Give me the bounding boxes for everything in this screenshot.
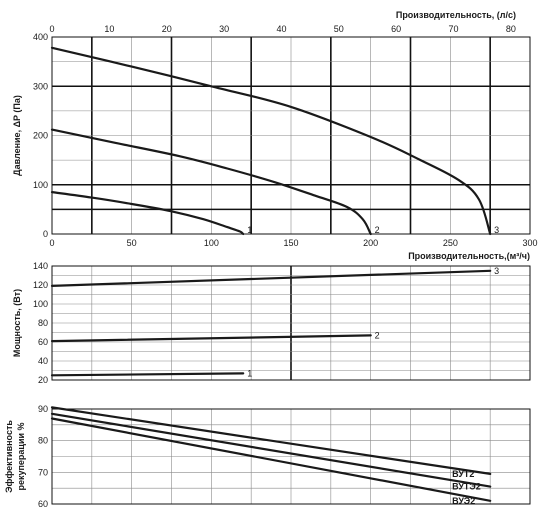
- y-tick-label: 80: [38, 318, 48, 328]
- x2-tick-label: 10: [104, 24, 114, 34]
- x-tick-label: 200: [363, 238, 378, 248]
- series-label: 1: [247, 368, 252, 378]
- y-axis-label-line-2: рекуперации %: [16, 422, 26, 490]
- x2-tick-label: 70: [449, 24, 459, 34]
- x2-axis-label: Производительность, (л/с): [396, 10, 516, 20]
- y-tick-label: 120: [33, 280, 48, 290]
- y-axis-label: Давление, ΔP (Па): [12, 95, 22, 176]
- x-tick-label: 150: [283, 238, 298, 248]
- series-line-2-1: [50, 372, 245, 377]
- series-line-1-2: [50, 128, 372, 236]
- x-tick-label: 100: [204, 238, 219, 248]
- y-tick-label: 80: [38, 436, 48, 446]
- series-label: ВУТ2: [452, 469, 474, 479]
- series-label: ВУЭ2: [452, 496, 475, 506]
- chart-panel-1: 0 100 200 300 400 Давление, ΔP (Па) 1 2 3: [12, 32, 531, 239]
- series-line-3-1: [50, 406, 492, 475]
- series-label: 2: [375, 225, 380, 235]
- y-tick-label: 400: [33, 32, 48, 42]
- y-tick-label: 300: [33, 81, 48, 91]
- y-tick-label: 40: [38, 356, 48, 366]
- series-label: 3: [494, 266, 499, 276]
- series-line-1-1: [50, 191, 245, 236]
- y-tick-label: 200: [33, 131, 48, 141]
- series-label: 1: [247, 225, 252, 235]
- x2-tick-label: 30: [219, 24, 229, 34]
- x-tick-label: 250: [443, 238, 458, 248]
- x2-tick-label: 50: [334, 24, 344, 34]
- x2-tick-label: 80: [506, 24, 516, 34]
- y-tick-label: 90: [38, 404, 48, 414]
- chart-panel-2: 20 40 60 80 100 120 140 Мощность, (Вт) 1 2 3: [12, 261, 531, 385]
- x2-tick-label: 0: [49, 24, 54, 34]
- series-label: ВУТЭ2: [452, 482, 481, 492]
- y-tick-label: 60: [38, 337, 48, 347]
- y-tick-label: 60: [38, 499, 48, 509]
- x-tick-label: 300: [522, 238, 537, 248]
- y-tick-label: 20: [38, 375, 48, 385]
- series-line-3-2: [50, 412, 492, 488]
- x-axis-label: Производительность,(м³/ч): [408, 251, 530, 261]
- series-line-2-2: [50, 334, 372, 343]
- plot-frame: [51, 36, 531, 235]
- y-tick-label: 70: [38, 467, 48, 477]
- y-tick-label: 100: [33, 299, 48, 309]
- x2-tick-label: 40: [276, 24, 286, 34]
- series-label: 2: [375, 330, 380, 340]
- x-tick-label: 50: [127, 238, 137, 248]
- series-line-3-3: [50, 417, 492, 502]
- plot-frame: [51, 265, 531, 381]
- series-line-2-3: [50, 269, 492, 287]
- series-line-1-3: [50, 46, 492, 236]
- y-tick-label: 140: [33, 261, 48, 271]
- y-tick-label: 0: [43, 229, 48, 239]
- x-tick-label: 0: [49, 238, 54, 248]
- plot-frame: [51, 408, 531, 505]
- series-label: 3: [494, 225, 499, 235]
- x2-tick-label: 20: [162, 24, 172, 34]
- y-axis-label-line-1: Эффективность: [4, 420, 14, 493]
- y-axis-label: Мощность, (Вт): [12, 289, 22, 357]
- chart-panel-3: 60 70 80 90 Эффективность рекуперации % ВУТ2 ВУ…: [4, 404, 531, 509]
- x2-tick-label: 60: [391, 24, 401, 34]
- y-tick-label: 100: [33, 180, 48, 190]
